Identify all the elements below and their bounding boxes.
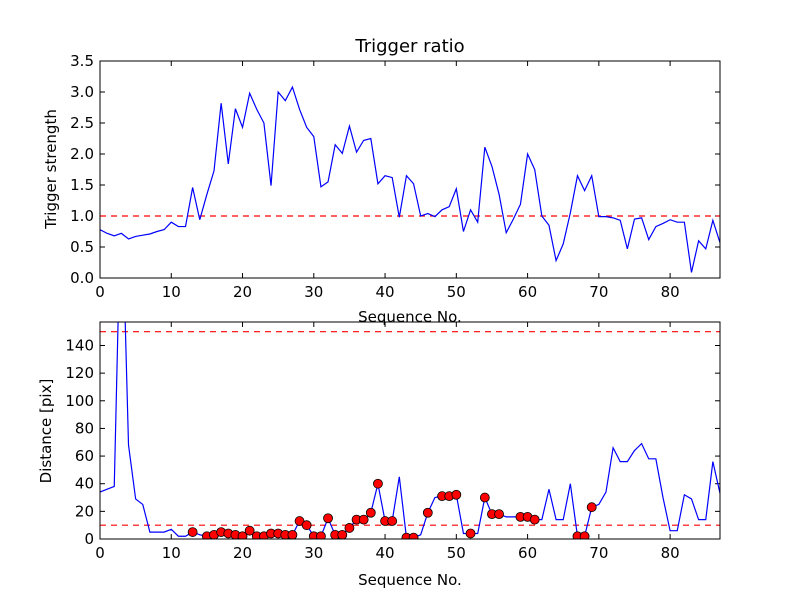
bottom-highlight-point-7 [244,525,255,536]
bottom-x-tick-label: 10 [162,544,181,562]
top-plot-area [99,60,721,279]
bottom-highlight-point-21 [344,523,355,533]
bottom-y-tick-label: 100 [65,392,94,410]
bottom-y-tick-label: 20 [75,502,94,520]
bottom-highlight-point-29 [408,532,419,539]
bottom-highlight-point-42 [579,531,590,539]
bottom-highlight-point-27 [387,516,398,526]
top-x-tick-label: 10 [162,283,181,301]
top-y-tick-label: 3.0 [70,83,94,101]
bottom-y-tick-label: 60 [75,447,94,465]
bottom-highlight-point-17 [316,531,326,539]
trigger-ratio-panel: Trigger ratio Sequence No. Trigger stren… [42,36,721,326]
bottom-x-tick-label: 40 [376,544,395,562]
bottom-highlight-point-33 [451,489,462,500]
top-y-tick-label: 3.5 [70,52,94,70]
bottom-highlight-point-15 [301,520,312,531]
bottom-x-tick-label: 50 [447,544,466,562]
bottom-x-tick-label: 0 [95,544,105,562]
top-x-tick-label: 60 [518,283,537,301]
bottom-data-layer [100,322,720,539]
top-y-tick-label: 0.5 [70,238,94,256]
bottom-highlight-point-18 [323,513,333,524]
bottom-highlight-point-24 [365,507,376,518]
top-y-tick-label: 1.5 [70,176,94,194]
bottom-y-tick-label: 80 [75,419,94,437]
top-x-tick-label: 80 [661,283,680,301]
bottom-highlight-point-23 [358,514,369,525]
top-x-tick-label: 50 [447,283,466,301]
bottom-highlight-point-25 [373,478,383,489]
bottom-x-tick-label: 80 [661,544,680,562]
bottom-y-tick-label: 140 [65,336,94,354]
bottom-highlight-point-6 [237,531,248,539]
bottom-y-tick-label: 120 [65,364,94,382]
bottom-highlight-point-37 [494,509,504,520]
bottom-highlight-point-0 [187,527,198,537]
bottom-plot-area [99,321,721,540]
distance-panel: Sequence No. Distance [pix] 0 10 20 30 40 50 6… [37,321,721,589]
bottom-highlight-point-14 [294,516,305,526]
bottom-axes-frame [99,321,721,540]
chart-title: Trigger ratio [354,36,464,57]
bottom-y-axis-label: Distance [pix] [37,379,55,484]
bottom-x-tick-label: 30 [304,544,323,562]
top-y-tick-label: 0.0 [70,269,94,287]
top-data-layer [100,85,720,273]
bottom-highlight-point-20 [337,529,348,539]
top-x-tick-label: 70 [589,283,608,301]
top-y-tick-label: 1.0 [70,207,94,225]
bottom-x-tick-label: 20 [233,544,252,562]
bottom-axis-ticks: 0 10 20 30 40 50 60 70 80 0 20 40 60 80 100 120 140 [65,322,720,562]
top-axes-frame [99,60,721,279]
top-x-tick-label: 40 [376,283,395,301]
bottom-highlight-point-13 [287,529,298,539]
bottom-highlight-point-34 [465,528,476,539]
bottom-x-tick-label: 70 [589,544,608,562]
bottom-x-tick-label: 60 [518,544,537,562]
top-series-line [100,85,720,273]
top-y-tick-label: 2.0 [70,145,94,163]
top-x-tick-label: 0 [95,283,105,301]
top-x-tick-label: 20 [233,283,252,301]
bottom-highlight-point-43 [586,502,597,513]
bottom-y-tick-label: 40 [75,475,94,493]
top-y-axis-label: Trigger strength [42,109,60,230]
bottom-highlight-point-35 [479,492,490,503]
bottom-y-tick-label: 0 [84,530,94,548]
bottom-highlight-point-40 [529,514,540,525]
top-x-axis-label: Sequence No. [358,308,462,326]
bottom-x-axis-label: Sequence No. [358,571,462,589]
top-axis-ticks: 0 10 20 30 40 50 60 70 80 0.0 0.5 1.0 1.5 2.0 2.5 3.0 3.… [70,52,720,301]
bottom-highlight-point-30 [422,507,433,518]
top-x-tick-label: 30 [304,283,323,301]
top-y-tick-label: 2.5 [70,114,94,132]
